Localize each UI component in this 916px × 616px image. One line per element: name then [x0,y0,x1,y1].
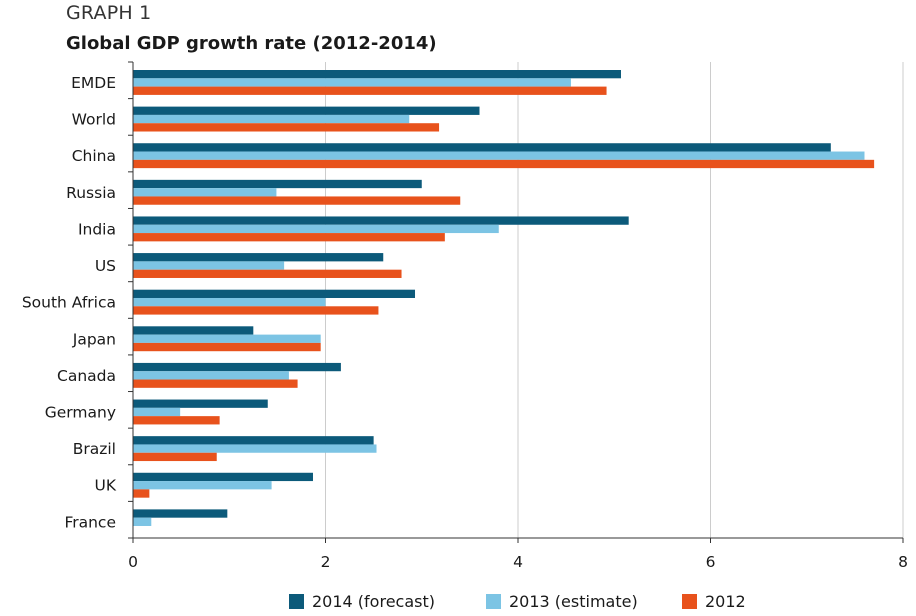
category-label: Germany [45,403,116,421]
bar-china-series-2 [133,159,875,169]
legend-item-2012: 2012 [682,592,746,611]
legend-label-2014: 2014 (forecast) [312,592,435,611]
legend-swatch-2012 [682,594,697,609]
legend-label-2012: 2012 [705,592,746,611]
category-label: Canada [57,367,116,385]
bar-japan-series-1 [133,334,321,343]
bar-germany-series-2 [133,416,220,425]
x-tick-label: 0 [128,553,138,571]
bar-canada-series-1 [133,371,289,380]
legend-swatch-2013 [486,594,501,609]
x-tick-label: 4 [513,553,523,571]
bar-world-series-0 [133,106,480,115]
bar-germany-series-0 [133,399,268,408]
bar-japan-series-0 [133,326,254,335]
bar-us-series-0 [133,253,384,262]
category-label: EMDE [71,74,116,92]
category-label: World [72,111,116,129]
bar-japan-series-2 [133,342,321,352]
bar-uk-series-1 [133,481,272,490]
bar-chart: EMDE World China Russia India US South Africa J… [22,61,908,571]
bar-brazil-series-2 [133,452,217,462]
bar-emde-series-2 [133,86,607,95]
bar-world-series-1 [133,114,410,124]
bar-india-series-1 [133,224,499,234]
bar-canada-series-2 [133,379,298,388]
category-label: China [72,147,116,165]
category-label: Japan [72,330,116,348]
bar-france-series-0 [133,509,228,518]
bar-china-series-0 [133,143,831,152]
chart-title: Global GDP growth rate (2012-2014) [66,33,437,54]
x-tick-label: 6 [706,553,716,571]
bar-us-series-2 [133,269,402,278]
legend-label-2013: 2013 (estimate) [509,592,638,611]
category-label: US [95,257,116,275]
bar-russia-series-1 [133,188,277,197]
category-label: India [78,220,116,238]
bar-russia-series-2 [133,196,461,205]
bar-world-series-2 [133,123,440,132]
bar-russia-series-0 [133,179,422,189]
bar-brazil-series-0 [133,436,374,445]
bar-france-series-1 [133,517,152,526]
legend-swatch-2014 [289,594,304,609]
bar-india-series-2 [133,233,445,242]
category-label: France [64,513,116,531]
graph-label: GRAPH 1 [66,2,152,24]
category-label: UK [94,477,116,495]
bar-canada-series-0 [133,362,341,372]
legend-item-2014: 2014 (forecast) [289,592,435,611]
bar-south-africa-series-2 [133,306,379,315]
bar-germany-series-1 [133,407,181,417]
legend-item-2013: 2013 (estimate) [486,592,638,611]
category-label: Brazil [73,440,116,458]
bar-brazil-series-1 [133,444,377,453]
x-tick-label: 8 [898,553,908,571]
bar-uk-series-2 [133,489,150,498]
chart-legend: 2014 (forecast) 2013 (estimate) 2012 [0,592,916,616]
bar-china-series-1 [133,151,865,160]
bar-uk-series-0 [133,472,313,482]
x-tick-label: 2 [321,553,331,571]
bar-emde-series-0 [133,70,621,79]
bar-us-series-1 [133,261,285,270]
bar-emde-series-1 [133,78,571,87]
bar-india-series-0 [133,216,629,225]
category-label: South Africa [22,294,116,312]
bar-south-africa-series-0 [133,289,416,298]
bar-south-africa-series-1 [133,297,326,307]
category-label: Russia [66,184,116,202]
